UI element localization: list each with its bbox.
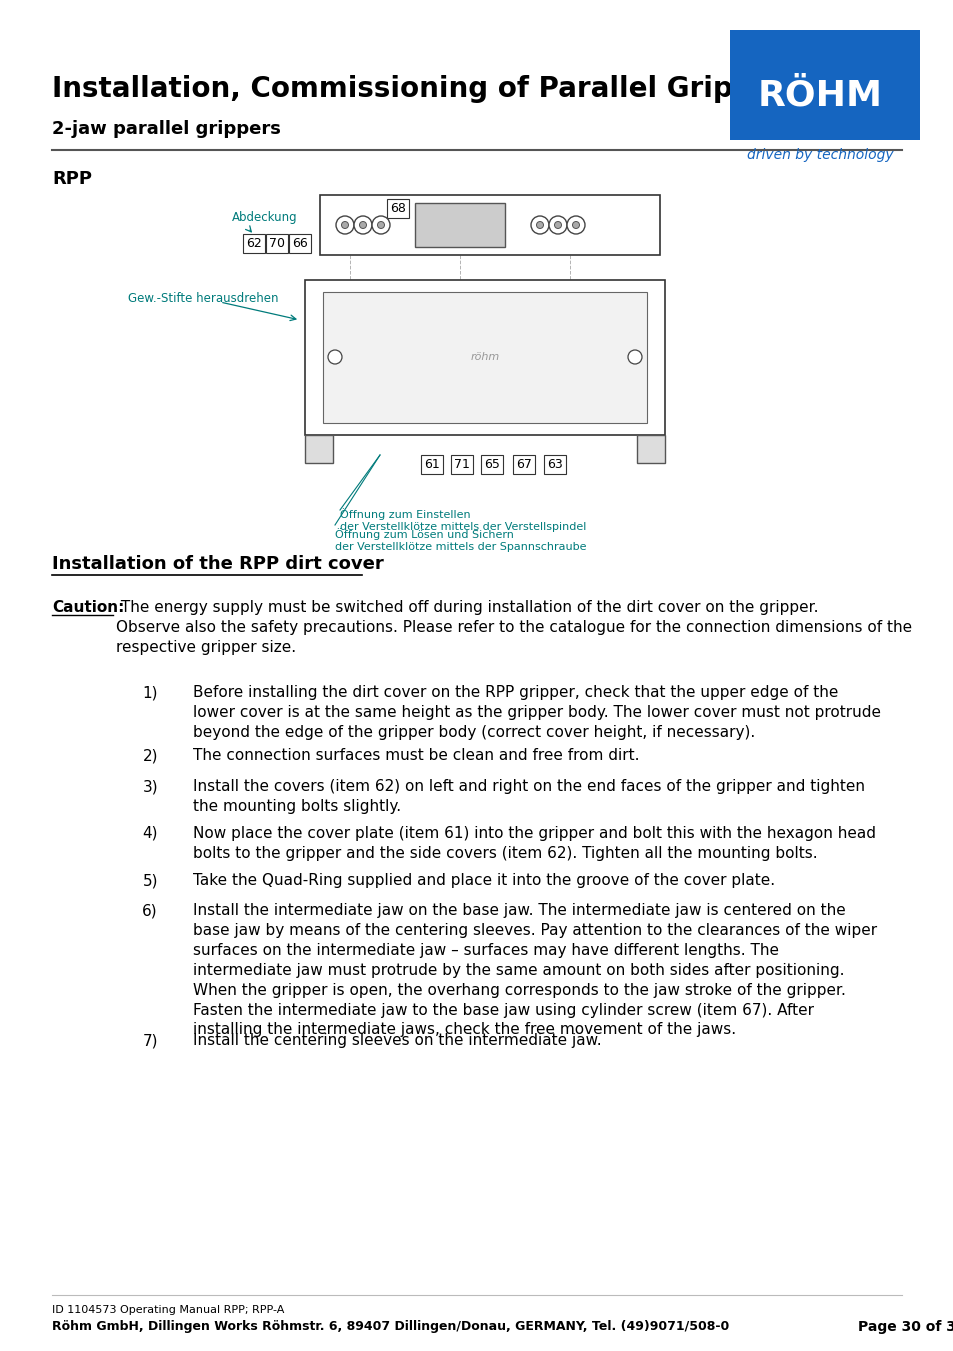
- Text: 4): 4): [142, 825, 158, 842]
- Circle shape: [359, 222, 366, 228]
- Text: 61: 61: [424, 458, 439, 471]
- Text: Caution:: Caution:: [52, 600, 124, 615]
- Text: 1): 1): [142, 685, 158, 700]
- Circle shape: [627, 350, 641, 363]
- Text: 7): 7): [142, 1034, 158, 1048]
- Text: 65: 65: [483, 458, 499, 471]
- Text: 67: 67: [516, 458, 532, 471]
- Circle shape: [335, 216, 354, 234]
- Text: Öffnung zum Lösen und Sichern
der Verstellklötze mittels der Spannschraube: Öffnung zum Lösen und Sichern der Verste…: [335, 528, 586, 553]
- Text: 66: 66: [292, 236, 308, 250]
- Circle shape: [566, 216, 584, 234]
- Circle shape: [328, 350, 341, 363]
- Text: 2): 2): [142, 748, 158, 763]
- Bar: [323, 292, 646, 423]
- Bar: [305, 280, 664, 435]
- Bar: [729, 30, 919, 141]
- Text: 68: 68: [390, 203, 406, 215]
- Bar: [415, 203, 504, 247]
- Text: Gew.-Stifte herausdrehen: Gew.-Stifte herausdrehen: [128, 292, 278, 305]
- Text: 3): 3): [142, 780, 158, 794]
- Text: 62: 62: [246, 236, 262, 250]
- Circle shape: [536, 222, 543, 228]
- Text: Installation of the RPP dirt cover: Installation of the RPP dirt cover: [52, 555, 383, 573]
- Circle shape: [548, 216, 566, 234]
- Text: ID 1104573 Operating Manual RPP; RPP-A: ID 1104573 Operating Manual RPP; RPP-A: [52, 1305, 284, 1315]
- Text: 6): 6): [142, 904, 158, 919]
- Text: röhm: röhm: [470, 353, 499, 362]
- Text: Install the centering sleeves on the intermediate jaw.: Install the centering sleeves on the int…: [193, 1034, 601, 1048]
- Text: 70: 70: [269, 236, 285, 250]
- Circle shape: [341, 222, 348, 228]
- Circle shape: [354, 216, 372, 234]
- Text: Röhm GmbH, Dillingen Works Röhmstr. 6, 89407 Dillingen/Donau, GERMANY, Tel. (49): Röhm GmbH, Dillingen Works Röhmstr. 6, 8…: [52, 1320, 728, 1333]
- Text: The energy supply must be switched off during installation of the dirt cover on : The energy supply must be switched off d…: [116, 600, 911, 655]
- Text: Now place the cover plate (item 61) into the gripper and bolt this with the hexa: Now place the cover plate (item 61) into…: [193, 825, 875, 861]
- Bar: [305, 435, 333, 463]
- Text: Abdeckung: Abdeckung: [232, 211, 297, 224]
- Text: Page 30 of 37: Page 30 of 37: [857, 1320, 953, 1333]
- Circle shape: [572, 222, 578, 228]
- Text: Installation, Commissioning of Parallel Grippers: Installation, Commissioning of Parallel …: [52, 76, 801, 103]
- Text: 5): 5): [142, 873, 158, 888]
- Bar: [637, 435, 664, 463]
- Text: Before installing the dirt cover on the RPP gripper, check that the upper edge o: Before installing the dirt cover on the …: [193, 685, 880, 739]
- Bar: [319, 195, 659, 255]
- Text: driven by technology: driven by technology: [746, 149, 892, 162]
- Circle shape: [377, 222, 384, 228]
- Text: 2-jaw parallel grippers: 2-jaw parallel grippers: [52, 120, 280, 138]
- Circle shape: [531, 216, 548, 234]
- Text: The connection surfaces must be clean and free from dirt.: The connection surfaces must be clean an…: [193, 748, 639, 763]
- Text: RÖHM: RÖHM: [757, 78, 882, 112]
- Text: Öffnung zum Einstellen
der Verstellklötze mittels der Verstellspindel: Öffnung zum Einstellen der Verstellklötz…: [339, 508, 586, 532]
- Text: 63: 63: [547, 458, 562, 471]
- Text: Take the Quad-Ring supplied and place it into the groove of the cover plate.: Take the Quad-Ring supplied and place it…: [193, 873, 774, 888]
- Circle shape: [554, 222, 561, 228]
- Text: Install the intermediate jaw on the base jaw. The intermediate jaw is centered o: Install the intermediate jaw on the base…: [193, 904, 876, 1038]
- Text: RPP: RPP: [52, 170, 91, 188]
- Text: Install the covers (item 62) on left and right on the end faces of the gripper a: Install the covers (item 62) on left and…: [193, 780, 864, 813]
- Text: 71: 71: [454, 458, 470, 471]
- Circle shape: [372, 216, 390, 234]
